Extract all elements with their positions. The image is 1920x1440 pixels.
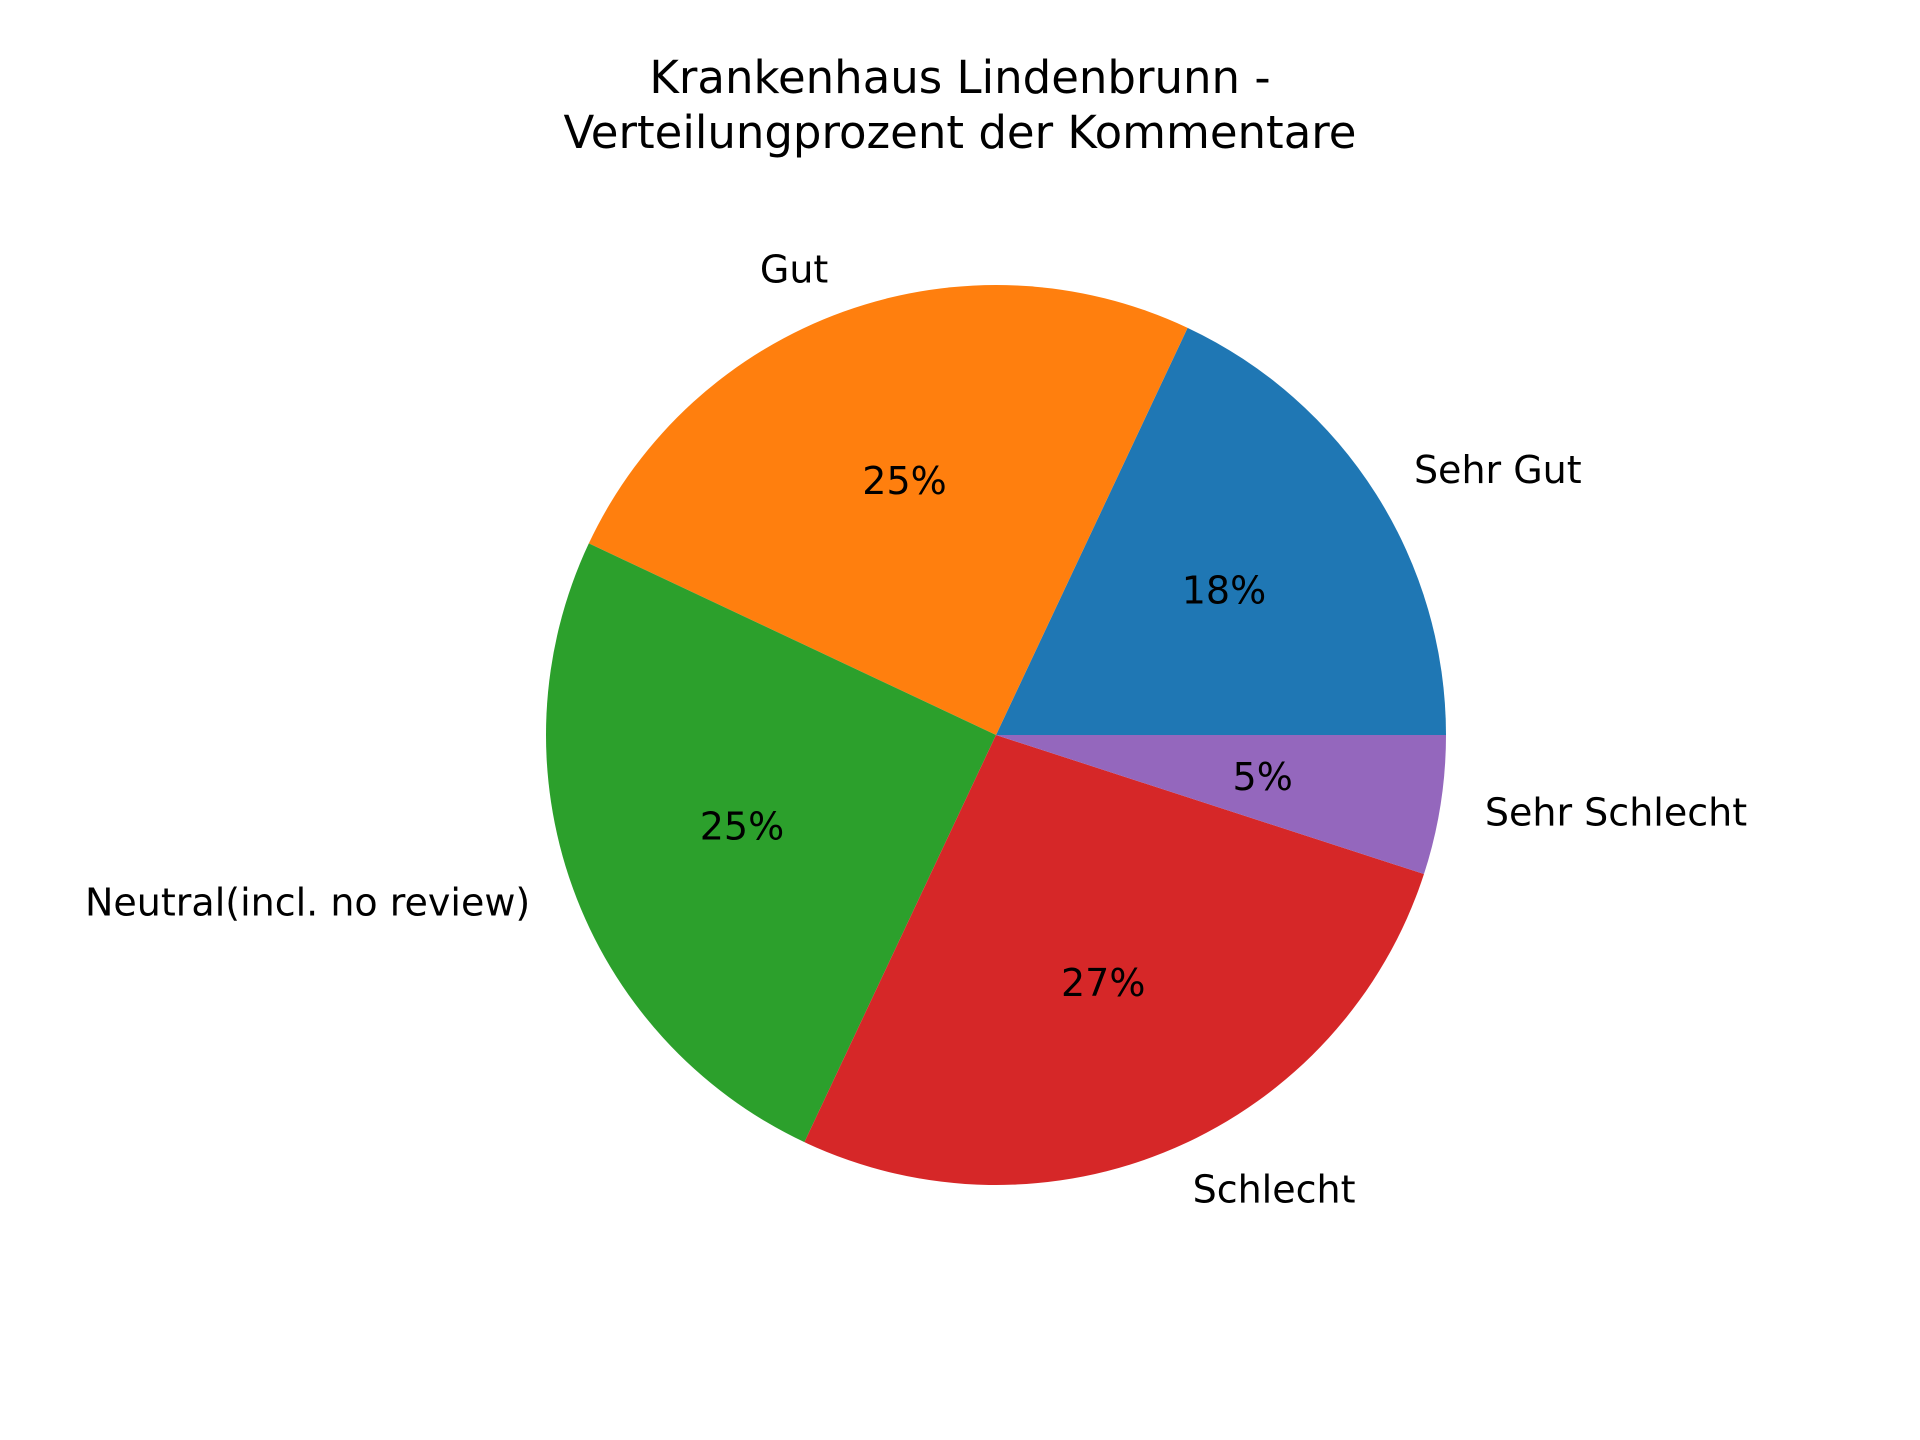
pie-pct-label-2: 25% (700, 804, 784, 848)
pie-pct-label-4: 5% (1233, 755, 1293, 799)
chart-title-line-1: Krankenhaus Lindenbrunn - (649, 51, 1271, 104)
pie-pct-label-1: 25% (862, 459, 946, 503)
pie-category-label-1: Gut (760, 247, 828, 291)
pie-slice-sehr-gut (996, 327, 1446, 735)
pie-category-label-4: Sehr Schlecht (1485, 790, 1747, 834)
pie-pct-label-0: 18% (1182, 568, 1266, 612)
pie-pct-label-3: 27% (1061, 961, 1145, 1005)
pie-category-label-3: Schlecht (1193, 1167, 1356, 1211)
pie-slice-schlecht (804, 735, 1424, 1185)
pie-slice-gut (588, 284, 1188, 735)
pie-category-label-2: Neutral(incl. no review) (85, 881, 530, 925)
chart-title-line-2: Verteilungprozent der Kommentare (563, 106, 1357, 159)
pie-category-label-0: Sehr Gut (1414, 448, 1582, 492)
pie-slice-neutral-incl-no-review (546, 543, 996, 1143)
pie-slice-sehr-schlecht (996, 735, 1446, 875)
